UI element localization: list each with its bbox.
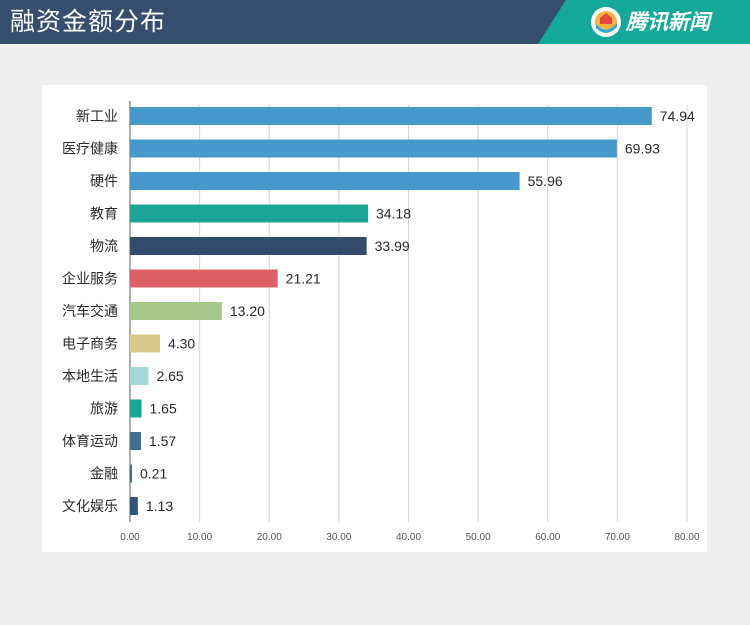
category-label: 电子商务 xyxy=(62,337,118,353)
category-label: 医疗健康 xyxy=(62,141,118,158)
bar xyxy=(130,367,149,385)
data-label: 21.21 xyxy=(286,271,321,287)
data-label: 2.65 xyxy=(156,368,183,384)
brand-name: 腾讯新闻 xyxy=(626,10,710,34)
category-label: 汽车交通 xyxy=(62,303,118,320)
x-tick-label: 80.00 xyxy=(674,532,699,543)
bar xyxy=(130,139,617,158)
bar xyxy=(130,107,652,125)
bar xyxy=(130,334,160,353)
data-label: 1.65 xyxy=(149,401,176,417)
data-label: 55.96 xyxy=(528,173,563,189)
category-label: 体育运动 xyxy=(62,434,118,450)
x-tick-label: 10.00 xyxy=(187,532,212,543)
category-label: 新工业 xyxy=(76,109,118,125)
data-label: 13.20 xyxy=(230,303,265,319)
bars xyxy=(130,107,652,515)
category-label: 企业服务 xyxy=(62,271,118,288)
x-tick-label: 0.00 xyxy=(120,532,140,543)
bar xyxy=(130,399,142,418)
data-label: 69.93 xyxy=(625,141,660,157)
category-label: 文化娱乐 xyxy=(62,499,118,515)
data-label: 1.13 xyxy=(146,498,173,514)
category-label: 教育 xyxy=(90,207,118,223)
data-label: 4.30 xyxy=(168,336,195,352)
bar xyxy=(130,237,367,255)
x-tick-label: 40.00 xyxy=(396,532,421,543)
header-bar: 融资金额分布 腾讯新闻 xyxy=(0,0,750,44)
x-tick-label: 30.00 xyxy=(326,532,351,543)
data-label: 34.18 xyxy=(376,206,411,222)
x-tick-label: 60.00 xyxy=(535,532,560,543)
category-label: 硬件 xyxy=(90,174,118,190)
chart-card: 0.00 10.00 20.00 30.00 40.00 50.00 60.00 70.00 8… xyxy=(42,85,707,552)
data-label: 74.94 xyxy=(660,108,695,124)
tencent-news-logo-icon xyxy=(591,7,621,37)
x-tick-label: 20.00 xyxy=(257,532,282,543)
page-title: 融资金额分布 xyxy=(10,7,167,36)
bar xyxy=(130,172,520,190)
brand-banner xyxy=(538,0,750,44)
category-label: 金融 xyxy=(90,467,118,483)
bar xyxy=(130,464,132,483)
x-tick-label: 70.00 xyxy=(605,532,630,543)
bar xyxy=(130,269,278,288)
x-tick-label: 50.00 xyxy=(466,532,491,543)
bar xyxy=(130,204,368,223)
category-label: 物流 xyxy=(90,239,118,255)
labels: 0.00 10.00 20.00 30.00 40.00 50.00 60.00 70.00 8… xyxy=(62,108,700,543)
data-label: 0.21 xyxy=(140,466,167,482)
bar-chart: 0.00 10.00 20.00 30.00 40.00 50.00 60.00 70.00 8… xyxy=(62,101,700,543)
bar xyxy=(130,497,138,515)
data-label: 33.99 xyxy=(375,238,410,254)
data-label: 1.57 xyxy=(149,433,176,449)
bar xyxy=(130,302,222,320)
category-label: 旅游 xyxy=(90,402,118,418)
category-label: 本地生活 xyxy=(62,369,118,385)
bar xyxy=(130,432,141,450)
